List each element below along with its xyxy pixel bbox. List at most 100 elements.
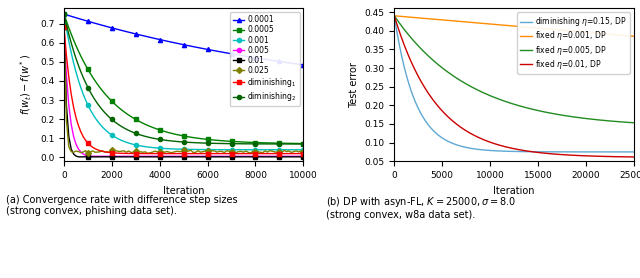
0.001 bbox=[120, 140, 127, 143]
0.0001 bbox=[120, 29, 127, 33]
fixed $\eta$=0.01, DP bbox=[533, 151, 541, 154]
0.005 bbox=[206, 155, 214, 158]
0.005 bbox=[86, 155, 94, 158]
fixed $\eta$=0.01, DP bbox=[504, 146, 512, 149]
fixed $\eta$=0.001, DP bbox=[630, 35, 637, 38]
Y-axis label: Test error: Test error bbox=[349, 62, 359, 108]
0.0001 bbox=[77, 18, 84, 21]
0.025 bbox=[144, 152, 152, 155]
fixed $\eta$=0.001, DP bbox=[587, 31, 595, 34]
Line: fixed $\eta$=0.005, DP: fixed $\eta$=0.005, DP bbox=[394, 16, 634, 123]
0.005 bbox=[77, 150, 84, 154]
0.025 bbox=[206, 149, 214, 152]
0.01 bbox=[173, 155, 180, 158]
diminishing $\eta$=0.15, DP bbox=[587, 150, 595, 153]
0.025 bbox=[300, 151, 307, 154]
fixed $\eta$=0.01, DP bbox=[624, 155, 632, 158]
diminishing $\eta$=0.15, DP bbox=[504, 150, 512, 153]
diminishing$_2$ bbox=[204, 142, 211, 145]
diminishing$_2$ bbox=[77, 70, 84, 73]
diminishing$_1$ bbox=[77, 130, 84, 133]
0.01 bbox=[122, 155, 130, 158]
diminishing $\eta$=0.15, DP bbox=[630, 150, 637, 153]
0.0005 bbox=[204, 138, 211, 141]
X-axis label: Iteration: Iteration bbox=[493, 185, 534, 195]
diminishing$_1$ bbox=[228, 152, 236, 155]
0.001 bbox=[239, 148, 247, 152]
0.001 bbox=[228, 148, 236, 152]
0.0001 bbox=[204, 48, 211, 51]
0.005 bbox=[122, 155, 130, 158]
fixed $\eta$=0.001, DP bbox=[390, 14, 398, 18]
0.025 bbox=[242, 149, 250, 153]
0.0001 bbox=[300, 63, 307, 66]
diminishing$_2$ bbox=[60, 13, 68, 16]
fixed $\eta$=0.001, DP bbox=[520, 25, 527, 29]
Legend: diminishing $\eta$=0.15, DP, fixed $\eta$=0.001, DP, fixed $\eta$=0.005, DP, fix: diminishing $\eta$=0.15, DP, fixed $\eta… bbox=[517, 12, 630, 74]
fixed $\eta$=0.01, DP bbox=[587, 154, 595, 158]
0.005 bbox=[242, 155, 250, 158]
0.025 bbox=[173, 150, 180, 153]
0.001 bbox=[300, 148, 307, 152]
diminishing$_1$ bbox=[239, 152, 247, 155]
Text: (b) DP with asyn-FL, $K = 25000, \sigma = 8.0$
(strong convex, w8a data set).: (b) DP with asyn-FL, $K = 25000, \sigma … bbox=[326, 195, 516, 220]
0.0001 bbox=[170, 41, 178, 44]
0.0005 bbox=[120, 110, 127, 113]
X-axis label: Iteration: Iteration bbox=[163, 185, 204, 195]
0.01 bbox=[79, 155, 87, 158]
0.01 bbox=[206, 155, 214, 158]
Line: 0.001: 0.001 bbox=[62, 12, 305, 152]
fixed $\eta$=0.005, DP bbox=[506, 101, 513, 105]
fixed $\eta$=0.005, DP bbox=[587, 117, 595, 121]
0.025 bbox=[120, 149, 127, 152]
diminishing$_1$ bbox=[204, 152, 211, 155]
diminishing$_1$ bbox=[60, 26, 68, 29]
0.005 bbox=[300, 155, 307, 158]
0.005 bbox=[173, 155, 180, 158]
0.01 bbox=[60, 26, 68, 29]
fixed $\eta$=0.01, DP bbox=[520, 149, 527, 152]
fixed $\eta$=0.005, DP bbox=[630, 121, 637, 125]
fixed $\eta$=0.01, DP bbox=[390, 14, 398, 18]
Line: 0.005: 0.005 bbox=[62, 25, 305, 158]
Line: 0.0001: 0.0001 bbox=[62, 12, 305, 67]
0.01 bbox=[300, 155, 307, 158]
fixed $\eta$=0.005, DP bbox=[533, 109, 541, 112]
0.025 bbox=[230, 150, 238, 153]
0.0005 bbox=[300, 142, 307, 145]
fixed $\eta$=0.005, DP bbox=[390, 14, 398, 18]
diminishing $\eta$=0.15, DP bbox=[506, 150, 513, 153]
diminishing$_2$ bbox=[239, 142, 247, 145]
fixed $\eta$=0.005, DP bbox=[624, 121, 632, 124]
fixed $\eta$=0.001, DP bbox=[504, 24, 512, 27]
0.0001 bbox=[60, 13, 68, 16]
Line: 0.025: 0.025 bbox=[62, 25, 305, 155]
fixed $\eta$=0.001, DP bbox=[506, 24, 513, 27]
fixed $\eta$=0.001, DP bbox=[533, 26, 541, 30]
0.01 bbox=[74, 155, 82, 158]
0.0005 bbox=[170, 132, 178, 136]
Y-axis label: $f(w_t) - f(w^*)$: $f(w_t) - f(w^*)$ bbox=[19, 54, 35, 115]
0.005 bbox=[60, 26, 68, 29]
Line: diminishing$_2$: diminishing$_2$ bbox=[62, 12, 305, 146]
0.025 bbox=[60, 26, 68, 29]
0.0005 bbox=[77, 54, 84, 58]
0.005 bbox=[230, 155, 238, 158]
diminishing $\eta$=0.15, DP bbox=[624, 150, 632, 153]
diminishing $\eta$=0.15, DP bbox=[533, 150, 541, 153]
Line: fixed $\eta$=0.001, DP: fixed $\eta$=0.001, DP bbox=[394, 16, 634, 36]
diminishing$_2$ bbox=[228, 142, 236, 145]
diminishing $\eta$=0.15, DP bbox=[390, 14, 398, 18]
Line: diminishing$_1$: diminishing$_1$ bbox=[62, 25, 305, 156]
fixed $\eta$=0.005, DP bbox=[520, 105, 527, 109]
0.0001 bbox=[239, 54, 247, 58]
0.025 bbox=[77, 151, 84, 154]
0.001 bbox=[77, 86, 84, 89]
diminishing$_2$ bbox=[170, 140, 178, 143]
0.0005 bbox=[239, 140, 247, 144]
Legend: 0.0001, 0.0005, 0.001, 0.005, 0.01, 0.025, diminishing$_1$, diminishing$_2$: 0.0001, 0.0005, 0.001, 0.005, 0.01, 0.02… bbox=[230, 12, 300, 106]
0.01 bbox=[230, 155, 238, 158]
fixed $\eta$=0.01, DP bbox=[630, 155, 637, 159]
fixed $\eta$=0.01, DP bbox=[506, 146, 513, 149]
diminishing $\eta$=0.15, DP bbox=[520, 150, 527, 153]
